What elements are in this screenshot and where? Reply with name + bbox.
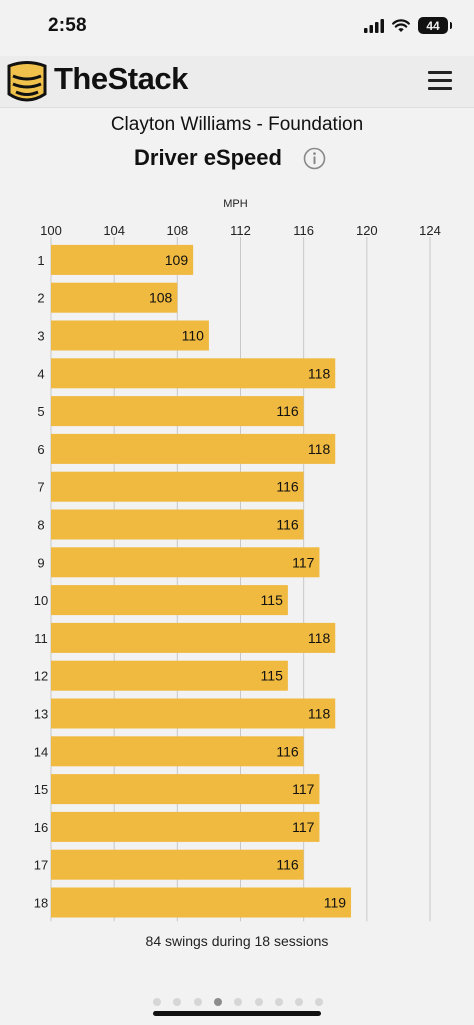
y-category-label: 4 <box>37 366 44 381</box>
bar-value-label: 116 <box>276 743 299 759</box>
x-tick-label: 104 <box>103 223 125 238</box>
bar <box>51 320 209 351</box>
pager-dot[interactable] <box>315 998 324 1006</box>
bar-value-label: 115 <box>261 668 284 684</box>
bar <box>51 622 336 653</box>
bar <box>51 244 194 275</box>
y-category-label: 15 <box>34 782 48 797</box>
menu-line <box>428 71 452 74</box>
bar-value-label: 116 <box>276 857 299 873</box>
y-category-label: 13 <box>34 707 48 722</box>
y-category-label: 8 <box>37 518 44 533</box>
bar-value-label: 117 <box>292 819 315 835</box>
bar <box>51 736 304 767</box>
bar-value-label: 118 <box>308 365 331 381</box>
bar-value-label: 109 <box>165 252 189 268</box>
bar-value-label: 119 <box>324 895 347 911</box>
bar <box>51 585 288 616</box>
bar-value-label: 108 <box>149 290 173 306</box>
x-tick-label: 116 <box>293 223 314 238</box>
wifi-icon <box>392 18 410 32</box>
status-icons: 44 <box>364 17 452 34</box>
bar-value-label: 116 <box>276 517 299 533</box>
bar <box>51 509 304 540</box>
pager-dot[interactable] <box>193 998 202 1006</box>
bar <box>51 849 304 880</box>
bar-value-label: 117 <box>292 781 315 797</box>
bar <box>51 660 288 691</box>
y-category-label: 5 <box>37 404 44 419</box>
bar-value-label: 116 <box>276 403 299 419</box>
status-time: 2:58 <box>48 15 87 36</box>
pager-dot[interactable] <box>274 998 283 1006</box>
bar-value-label: 116 <box>276 479 299 495</box>
bar-value-label: 118 <box>308 630 331 646</box>
y-category-label: 6 <box>37 442 44 457</box>
y-category-label: 3 <box>37 329 44 344</box>
info-icon[interactable] <box>303 147 326 170</box>
status-bar: 2:58 44 <box>0 0 474 56</box>
pager-dot[interactable] <box>234 998 243 1006</box>
home-indicator <box>153 1011 321 1016</box>
bar <box>51 433 336 464</box>
y-category-label: 1 <box>37 253 44 268</box>
bar-value-label: 115 <box>261 592 284 608</box>
chart-title: Driver eSpeed <box>134 145 282 170</box>
y-category-label: 11 <box>34 631 48 646</box>
bar <box>51 547 320 578</box>
pager-dot[interactable] <box>173 998 182 1006</box>
sessions-summary: 84 swings during 18 sessions <box>145 933 329 949</box>
x-axis-label: MPH <box>223 198 248 210</box>
bar-value-label: 117 <box>292 554 315 570</box>
x-tick-label: 124 <box>419 223 441 238</box>
y-category-label: 18 <box>34 896 48 911</box>
athlete-program-label: Clayton Williams - Foundation <box>110 114 364 135</box>
bar <box>51 358 336 389</box>
bar <box>51 282 178 313</box>
bar <box>51 887 352 918</box>
y-category-label: 2 <box>37 291 44 306</box>
bar <box>51 396 304 427</box>
battery-level: 44 <box>426 18 440 33</box>
y-category-label: 12 <box>34 669 48 684</box>
pager-dot[interactable] <box>213 998 222 1006</box>
y-category-label: 16 <box>34 820 48 835</box>
app-header: TheStack <box>0 56 474 108</box>
x-tick-label: 100 <box>40 223 62 238</box>
bar <box>51 774 320 805</box>
bar-value-label: 110 <box>182 328 205 344</box>
y-category-label: 9 <box>37 555 44 570</box>
bar <box>51 698 336 729</box>
y-category-label: 7 <box>37 480 44 495</box>
menu-line <box>428 87 452 90</box>
bar <box>51 811 320 842</box>
bar-value-label: 118 <box>308 441 331 457</box>
x-tick-label: 112 <box>230 223 251 238</box>
pager-dot[interactable] <box>153 998 161 1006</box>
pager-dot[interactable] <box>254 998 263 1006</box>
pager-dot[interactable] <box>295 998 304 1006</box>
page-indicator <box>151 998 326 1010</box>
app-name: TheStack <box>54 61 188 96</box>
stack-logo-icon <box>7 61 47 102</box>
cellular-signal-icon <box>364 18 384 33</box>
y-category-label: 10 <box>34 593 48 608</box>
hamburger-menu-button[interactable] <box>428 68 454 92</box>
bar-value-label: 118 <box>308 706 331 722</box>
bar <box>51 471 304 502</box>
x-tick-label: 108 <box>166 223 188 238</box>
battery-icon: 44 <box>418 17 452 34</box>
x-tick-label: 120 <box>356 223 378 238</box>
y-category-label: 17 <box>34 858 48 873</box>
y-category-label: 14 <box>34 744 48 759</box>
menu-line <box>428 79 452 82</box>
